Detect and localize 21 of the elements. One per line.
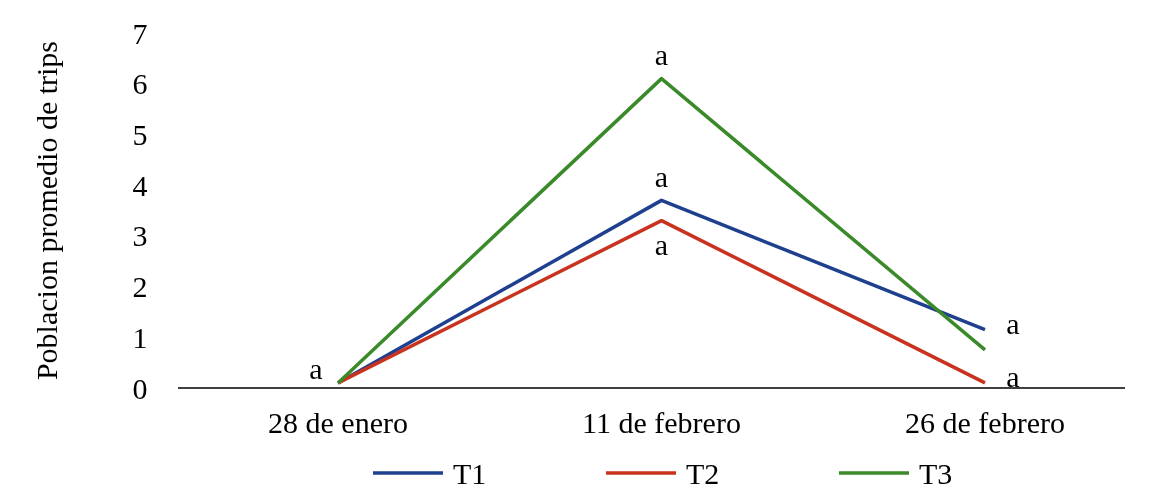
x-tick-label: 11 de febrero — [582, 406, 741, 439]
annotation: a — [654, 38, 669, 72]
x-tick-label: 26 de febrero — [905, 406, 1065, 439]
annotation: a — [1006, 360, 1020, 394]
y-tick-label: 7 — [132, 16, 148, 50]
x-tick-label: 28 de enero — [268, 406, 408, 439]
annotation: a — [654, 159, 669, 193]
annotation: a — [1006, 307, 1020, 341]
y-axis-title: Poblacion promedio de trips — [29, 40, 63, 381]
y-tick-label: 4 — [132, 168, 148, 202]
y-tick-label: 3 — [132, 219, 148, 253]
legend-label: T2 — [686, 456, 720, 490]
y-tick-label: 1 — [132, 320, 148, 354]
legend-label: T3 — [919, 456, 953, 490]
legend-label: T1 — [453, 456, 487, 490]
y-tick-label: 6 — [132, 67, 148, 101]
y-tick-label: 5 — [132, 117, 148, 151]
annotation: a — [654, 228, 669, 262]
y-tick-label: 2 — [132, 270, 148, 304]
annotation: a — [309, 352, 323, 386]
y-tick-label: 0 — [132, 371, 148, 405]
